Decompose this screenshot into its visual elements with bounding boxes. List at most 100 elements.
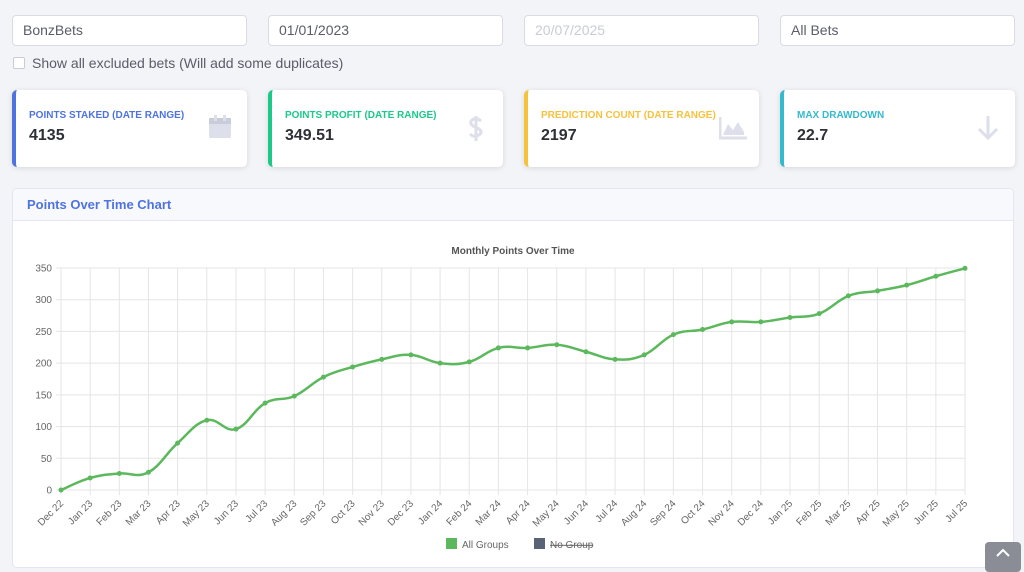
bet-type-select[interactable]: All Bets [780, 15, 1015, 46]
x-tick-label: Oct 24 [679, 498, 708, 527]
point [408, 352, 414, 358]
point [904, 282, 910, 288]
start-date[interactable]: 01/01/2023 [268, 15, 503, 46]
point [466, 359, 472, 365]
card-label: MAX DRAWDOWN [797, 110, 885, 121]
x-tick-label: Jul 24 [594, 498, 621, 525]
point [525, 345, 531, 351]
x-tick-label: Dec 24 [736, 498, 766, 528]
point [233, 426, 239, 432]
x-tick-label: Apr 24 [504, 498, 533, 527]
y-tick-label: 150 [35, 390, 52, 401]
x-tick-label: May 25 [881, 498, 912, 529]
card-icon [977, 116, 999, 141]
point [262, 400, 268, 406]
end-date[interactable]: 20/07/2025 [524, 15, 759, 46]
x-tick-label: Aug 23 [269, 498, 299, 528]
card-value: 22.7 [797, 127, 829, 144]
x-tick-label: Mar 25 [824, 498, 854, 528]
legend-label: No Group [550, 540, 594, 551]
scroll-top-icon [996, 548, 1010, 557]
panel-title: Points Over Time Chart [27, 197, 172, 212]
point [58, 487, 64, 493]
point [87, 475, 93, 481]
x-tick-label: Mar 24 [474, 498, 504, 528]
x-tick-label: Jan 25 [766, 498, 795, 527]
x-tick-label: Dec 22 [36, 498, 66, 528]
panel-header: Points Over Time Chart [13, 189, 1013, 221]
point [612, 356, 618, 362]
point [145, 469, 151, 475]
chart-title: Monthly Points Over Time [451, 246, 575, 257]
x-tick-label: Feb 25 [795, 498, 825, 528]
card-value: 4135 [29, 127, 65, 144]
x-tick-label: Nov 24 [707, 498, 737, 528]
x-tick-label: Dec 23 [386, 498, 416, 528]
x-tick-label: Sep 23 [298, 498, 328, 528]
y-tick-label: 350 [35, 264, 52, 275]
x-tick-label: Oct 23 [329, 498, 358, 527]
point [437, 360, 443, 366]
checkbox[interactable] [13, 57, 25, 69]
point [962, 265, 968, 271]
point [175, 440, 181, 446]
point [700, 327, 706, 333]
legend-item[interactable]: All Groups [446, 538, 509, 551]
checkbox-label[interactable]: Show all excluded bets (Will add some du… [32, 55, 344, 71]
legend-swatch [446, 538, 457, 549]
chart: Monthly Points Over Time 0 50 100 150 200 250… [35, 246, 970, 551]
point [641, 352, 647, 358]
stat-card: PREDICTION COUNT (DATE RANGE) 2197 [524, 90, 759, 167]
card-label: POINTS STAKED (DATE RANGE) [29, 110, 185, 121]
point [758, 319, 764, 325]
point [116, 471, 122, 477]
y-tick-label: 300 [35, 295, 52, 306]
x-tick-label: Jul 23 [244, 498, 271, 525]
x-tick-label: Jun 25 [912, 498, 941, 527]
y-tick-label: 0 [46, 486, 52, 497]
card-icon [468, 116, 483, 141]
point [583, 349, 589, 355]
point [933, 273, 939, 279]
card-value: 349.51 [285, 127, 334, 144]
x-tick-label: Jan 23 [66, 498, 95, 527]
x-tick-label: Jun 24 [562, 498, 591, 527]
point [204, 417, 210, 423]
point [670, 332, 676, 338]
x-tick-label: Feb 23 [95, 498, 125, 528]
card-icon [719, 117, 747, 140]
group-select[interactable]: BonzBets [12, 15, 247, 46]
point [320, 374, 326, 380]
point [875, 288, 881, 294]
y-tick-label: 100 [35, 422, 52, 433]
y-tick-label: 50 [41, 454, 53, 465]
legend-item[interactable]: No Group [534, 538, 594, 551]
point [554, 342, 560, 348]
card-icon [209, 115, 231, 138]
point [729, 319, 735, 325]
x-tick-label: Jul 25 [943, 498, 970, 525]
stat-card: POINTS PROFIT (DATE RANGE) 349.51 [268, 90, 503, 167]
card-value: 2197 [541, 127, 577, 144]
point [787, 314, 793, 320]
x-tick-label: May 24 [531, 498, 562, 529]
y-tick-label: 250 [35, 327, 52, 338]
x-tick-label: Mar 23 [124, 498, 154, 528]
legend-label: All Groups [462, 540, 509, 551]
line [60, 267, 966, 492]
card-label: PREDICTION COUNT (DATE RANGE) [541, 110, 716, 121]
point [816, 311, 822, 317]
x-tick-label: May 23 [181, 498, 212, 529]
x-tick-label: Nov 23 [357, 498, 387, 528]
x-tick-label: Jun 23 [212, 498, 241, 527]
scroll-top-button[interactable] [985, 542, 1021, 572]
x-tick-label: Jan 24 [416, 498, 445, 527]
chart-panel: Points Over Time Chart [12, 188, 1014, 568]
point [350, 364, 356, 370]
legend-swatch [534, 538, 545, 549]
point [845, 293, 851, 299]
x-tick-label: Sep 24 [648, 498, 678, 528]
y-tick-label: 200 [35, 359, 52, 370]
x-tick-label: Apr 23 [154, 498, 183, 527]
